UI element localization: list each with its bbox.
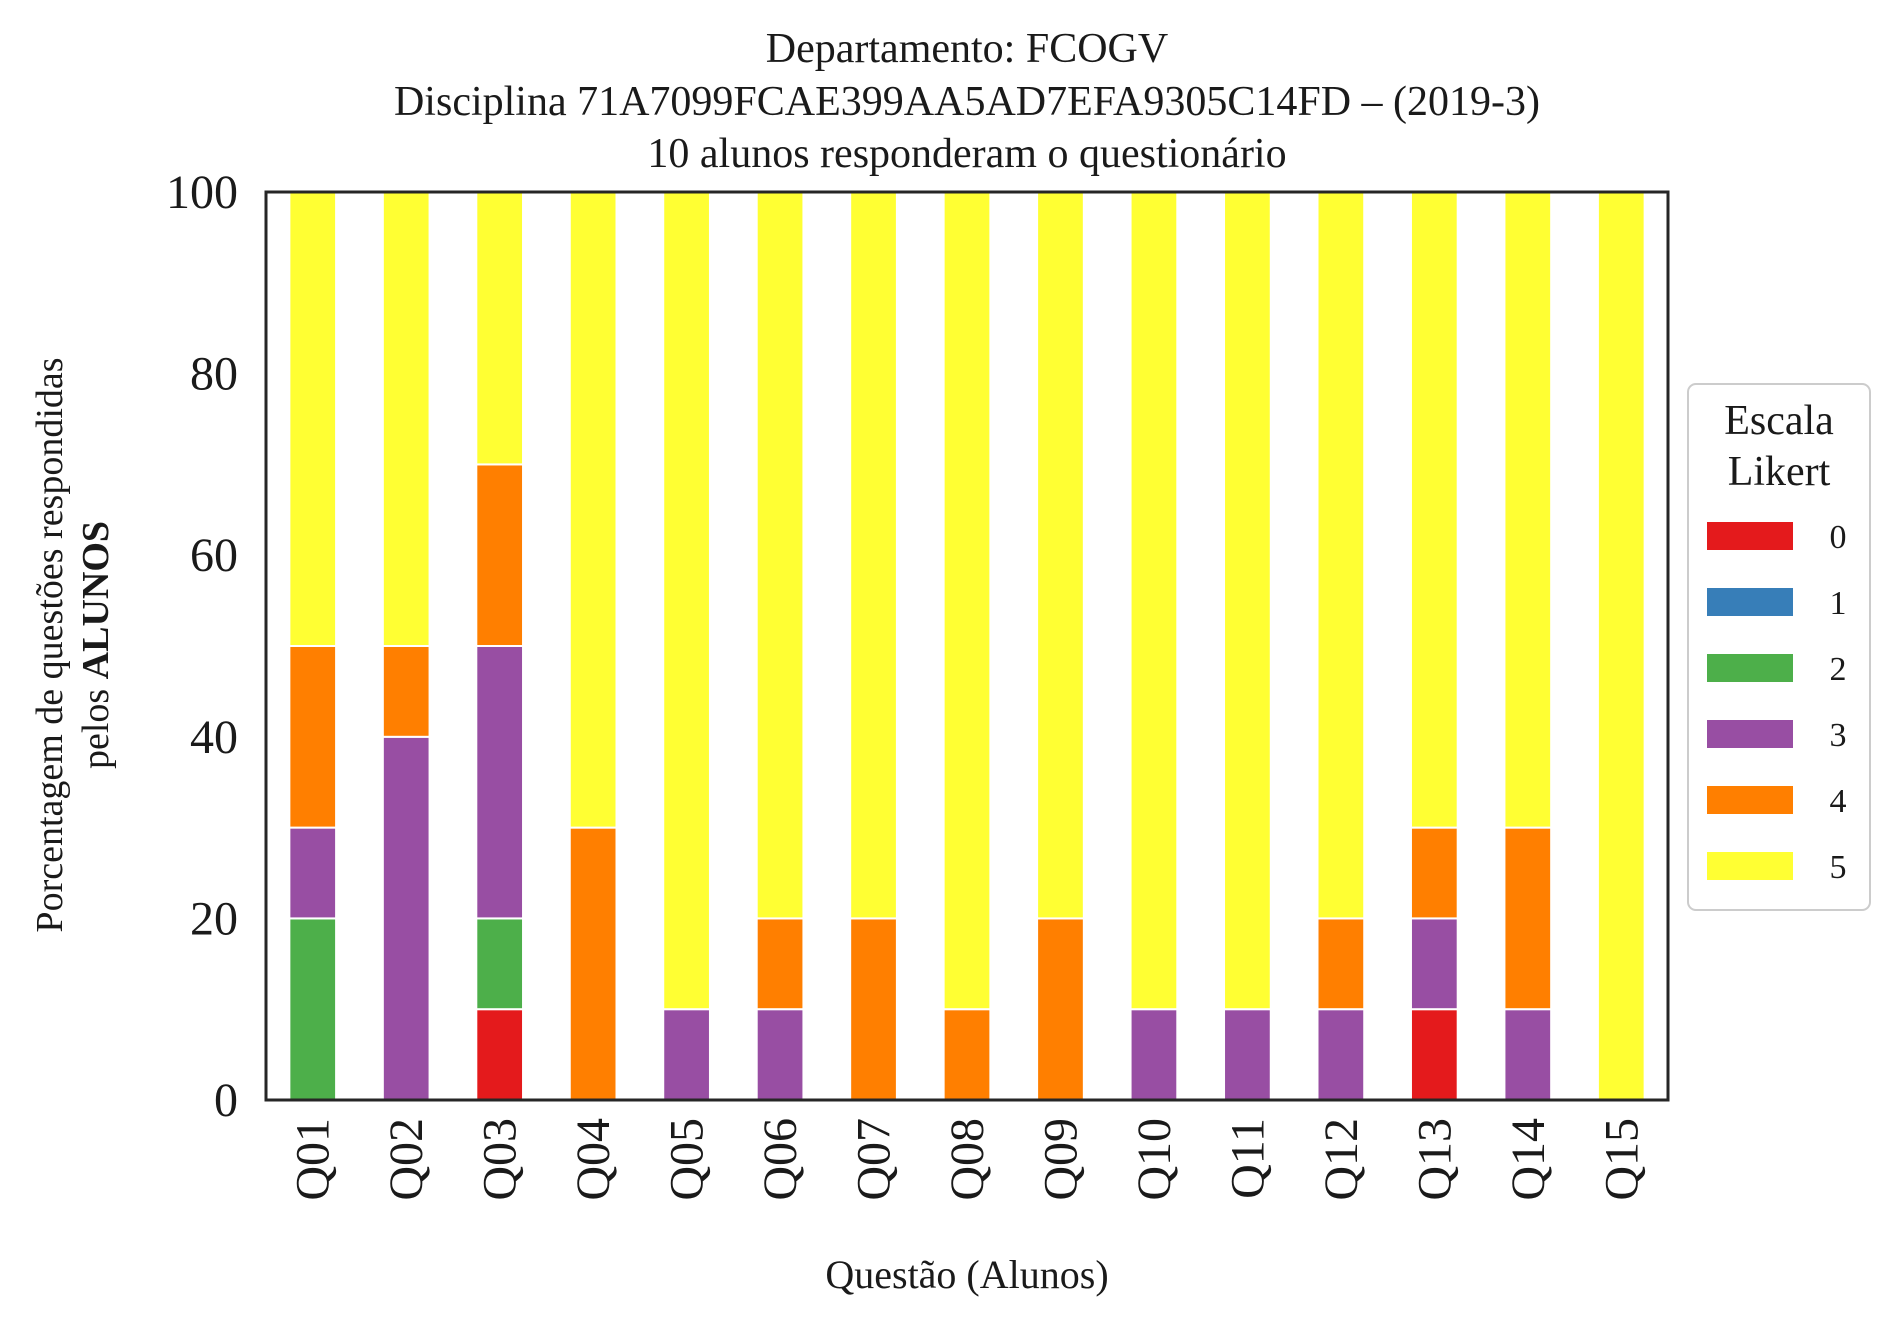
bar-segment-q07-level-5 (849, 191, 898, 920)
bar-segment-q13-level-3 (1409, 917, 1459, 1011)
x-tick-label: Q13 (1408, 1118, 1461, 1201)
x-tick-label: Q07 (848, 1118, 901, 1201)
bar-segment-q02-level-3 (381, 735, 431, 1101)
x-tick-label: Q12 (1315, 1118, 1368, 1201)
bar-segment-q03-level-0 (475, 1008, 525, 1102)
legend-label-0: 0 (1830, 519, 1847, 556)
plot-frame (264, 190, 1670, 1102)
bar-segment-q06-level-3 (755, 1008, 805, 1102)
x-tick-label: Q08 (941, 1118, 994, 1201)
legend-swatch-3 (1707, 720, 1793, 748)
legend-label-4: 4 (1830, 783, 1847, 820)
bar-segment-q03-level-2 (475, 917, 525, 1011)
bar-segment-q02-level-5 (381, 191, 431, 647)
legend-title-line-2: Likert (1728, 449, 1831, 495)
bar-segment-q15-level-5 (1596, 191, 1646, 1101)
bar-segment-q01-level-2 (288, 917, 338, 1102)
bar-segment-q07-level-4 (849, 917, 898, 1102)
y-tick-label: 100 (166, 166, 238, 219)
y-axis-label-line-2: pelos ALUNOS (75, 521, 117, 769)
bar-segment-q04-level-5 (568, 191, 618, 829)
legend-swatch-1 (1707, 588, 1793, 616)
bar-segment-q08-level-4 (942, 1008, 992, 1102)
legend: Escala Likert 0 1 2 3 4 5 (1687, 383, 1871, 911)
bar-segment-q11-level-5 (1223, 191, 1272, 1011)
bars-layer (288, 191, 1646, 1102)
legend-label-3: 3 (1830, 717, 1847, 754)
x-tick-label: Q02 (380, 1118, 433, 1201)
bar-segment-q01-level-4 (288, 645, 338, 829)
title-line-1: Departamento: FCOGV (766, 26, 1168, 72)
bar-segment-q09-level-5 (1036, 191, 1085, 920)
x-tick-label: Q09 (1034, 1118, 1087, 1201)
legend-swatch-5 (1707, 852, 1793, 880)
bar-segment-q05-level-5 (662, 191, 711, 1011)
x-tick-label: Q14 (1502, 1118, 1555, 1201)
legend-label-5: 5 (1830, 849, 1847, 886)
x-tick-label: Q05 (661, 1118, 714, 1201)
legend-swatch-0 (1707, 522, 1793, 550)
legend-items: 0 1 2 3 4 5 (1707, 519, 1847, 886)
y-tick-label: 40 (190, 711, 238, 764)
legend-swatch-4 (1707, 786, 1793, 814)
y-axis-label-line-1: Porcentagem de questões respondidas (29, 357, 71, 932)
bar-segment-q02-level-4 (381, 645, 431, 738)
bar-segment-q10-level-3 (1129, 1008, 1179, 1102)
bar-segment-q06-level-4 (755, 917, 805, 1011)
y-tick-label: 20 (190, 892, 238, 945)
y-tick-label: 60 (190, 529, 238, 582)
y-axis-label: Porcentagem de questões respondidas pelo… (29, 357, 117, 932)
y-axis-ticks: 0 20 40 60 80 100 (166, 166, 238, 1127)
bar-segment-q01-level-5 (288, 191, 338, 647)
y-tick-label: 80 (190, 348, 238, 401)
bar-segment-q11-level-3 (1223, 1008, 1272, 1102)
bar-segment-q10-level-5 (1129, 191, 1179, 1011)
y-axis-label-bold: ALUNOS (75, 521, 117, 679)
bar-segment-q03-level-4 (475, 463, 525, 647)
bar-segment-q03-level-5 (475, 191, 525, 466)
bar-segment-q13-level-5 (1409, 191, 1459, 829)
bar-segment-q12-level-3 (1316, 1008, 1366, 1102)
bar-segment-q09-level-4 (1036, 917, 1085, 1102)
x-tick-label: Q03 (474, 1118, 527, 1201)
x-tick-label: Q06 (754, 1118, 807, 1201)
legend-label-1: 1 (1830, 585, 1847, 622)
x-tick-label: Q11 (1221, 1118, 1274, 1199)
bar-segment-q14-level-5 (1503, 191, 1553, 829)
x-tick-label: Q01 (287, 1118, 340, 1201)
y-tick-label: 0 (214, 1074, 238, 1127)
x-axis-ticks: Q01 Q02 Q03 Q04 Q05 Q06 Q07 Q08 Q09 Q10 Q11 Q12 Q13 Q… (287, 1118, 1649, 1201)
bar-segment-q05-level-3 (662, 1008, 711, 1102)
bar-segment-q04-level-4 (568, 826, 618, 1101)
legend-title-line-1: Escala (1724, 398, 1834, 444)
legend-label-2: 2 (1830, 651, 1847, 688)
legend-swatch-2 (1707, 654, 1793, 682)
bar-segment-q12-level-4 (1316, 917, 1366, 1011)
title-line-2: Disciplina 71A7099FCAE399AA5AD7EFA9305C1… (394, 79, 1540, 125)
bar-segment-q01-level-3 (288, 826, 338, 920)
bar-segment-q14-level-4 (1503, 826, 1553, 1011)
bar-segment-q13-level-4 (1409, 826, 1459, 920)
x-tick-label: Q04 (567, 1118, 620, 1201)
y-axis-label-prefix: pelos (75, 679, 117, 769)
bar-segment-q08-level-5 (942, 191, 992, 1011)
chart-title: Departamento: FCOGV Disciplina 71A7099FC… (394, 26, 1540, 177)
x-axis-label: Questão (Alunos) (825, 1252, 1108, 1297)
bar-segment-q06-level-5 (755, 191, 805, 920)
bar-segment-q14-level-3 (1503, 1008, 1553, 1102)
x-tick-label: Q15 (1595, 1118, 1648, 1201)
title-line-3: 10 alunos responderam o questionário (647, 131, 1286, 177)
bar-segment-q03-level-3 (475, 645, 525, 920)
legend-box (1687, 383, 1871, 911)
bar-segment-q13-level-0 (1409, 1008, 1459, 1102)
x-tick-label: Q10 (1128, 1118, 1181, 1201)
bar-segment-q12-level-5 (1316, 191, 1366, 920)
